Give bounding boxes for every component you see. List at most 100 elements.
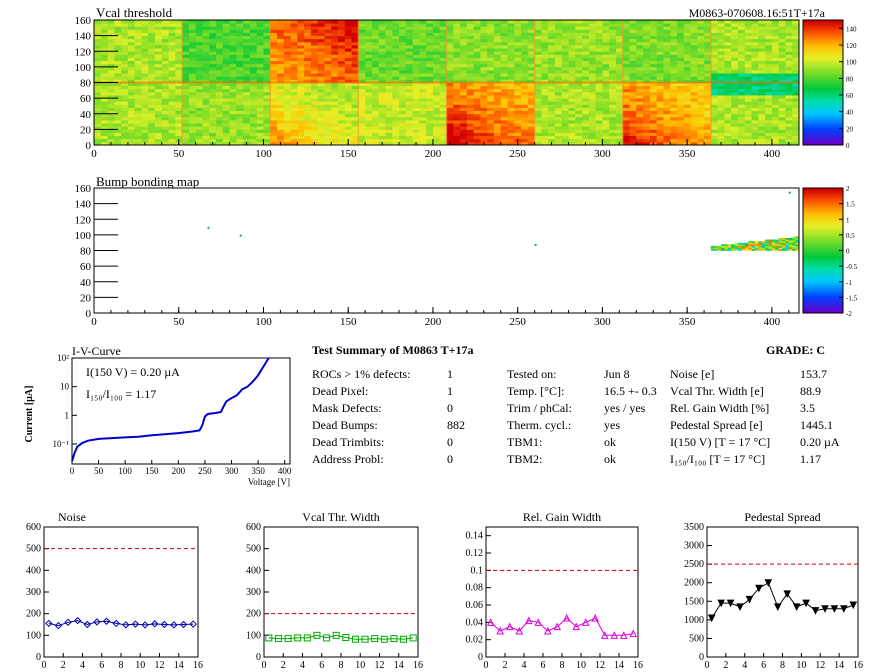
heat-cell [209,66,217,71]
heat-cell [493,123,502,127]
heat-cell [758,123,766,127]
heat-cell [216,116,224,121]
heat-cell [256,29,264,33]
heat-cell [399,26,407,30]
heat-cell [249,76,258,80]
heat-cell [161,66,169,71]
heat-cell [792,95,800,99]
heat-cell [690,135,698,140]
heat-cell [507,104,515,108]
heat-cell [432,32,441,37]
heat-cell [595,20,603,24]
heat-cell [351,95,359,99]
heat-cell [636,95,644,99]
heat-cell [561,126,569,130]
data-marker [361,635,369,643]
heat-cell [514,132,522,137]
data-marker [515,626,524,635]
heat-cell [649,45,658,49]
heat-cell [419,123,427,127]
heat-cell [175,116,183,121]
heat-cell [500,32,508,37]
heat-cell [182,73,190,77]
heat-cell [622,135,630,140]
heat-cell [453,38,461,43]
heat-cell [466,129,475,133]
heat-cell [629,113,637,118]
heat-cell [290,48,298,52]
heat-cell [453,104,461,108]
heat-cell [392,104,400,108]
heat-cell [324,26,332,30]
y-tick-label: 2000 [684,578,704,589]
colorbar-segment [803,238,843,241]
heat-cell [697,110,705,115]
heat-cell [243,132,251,137]
heat-cell [94,20,102,24]
heat-cell [758,41,766,46]
heat-cell [670,120,678,124]
heat-cell [744,85,752,90]
heat-cell [439,23,447,27]
heat-cell [717,82,725,87]
heat-cell [270,51,278,55]
heat-cell [636,20,644,24]
heat-cell [758,26,766,30]
heat-cell [480,38,488,43]
x-tick-label: 2 [61,660,66,671]
heat-cell [609,116,617,121]
heat-cell [656,48,664,52]
heat-cell [534,79,542,83]
heat-cell [155,98,163,102]
heat-cell [527,107,536,112]
heat-cell [439,141,447,146]
heat-cell [161,48,169,52]
heat-cell [704,138,712,143]
heat-cell [568,85,576,90]
heat-cell [724,48,732,52]
heat-cell [493,110,502,115]
heat-cell [310,138,319,143]
heat-cell [385,79,393,83]
heat-cell [263,110,271,115]
heat-cell [500,101,508,105]
heat-cell [365,54,373,58]
heat-cell [405,116,414,121]
heat-cell [399,107,407,112]
heat-cell [575,26,583,30]
heat-cell [182,29,190,33]
heat-cell [670,126,678,130]
heat-cell [575,104,583,108]
heat-cell [460,60,468,65]
heat-cell [554,88,563,93]
heat-cell [514,45,522,49]
heat-cell [277,101,285,105]
heat-cell [216,66,224,71]
x-tick-label: 350 [679,148,696,160]
heat-cell [670,107,678,112]
heat-cell [351,23,359,27]
heat-cell [500,120,508,124]
heat-cell [466,104,475,108]
heat-cell [419,38,427,43]
heat-cell [521,104,529,108]
heat-cell [188,110,197,115]
heat-cell [724,38,732,43]
heat-cell [527,70,536,74]
heat-cell [188,138,197,143]
heat-cell [744,116,752,121]
defect-cell [795,239,800,242]
heat-cell [378,95,386,99]
heat-cell [188,57,197,62]
heat-cell [473,88,481,93]
heat-cell [717,98,725,102]
heat-cell [514,101,522,105]
heat-cell [216,141,224,146]
heat-cell [351,104,359,108]
heat-cell [541,113,549,118]
heat-cell [148,85,156,90]
heat-cell [243,48,251,52]
colorbar-segment [803,125,843,128]
heat-cell [114,60,122,65]
colorbar-segment [803,233,843,236]
